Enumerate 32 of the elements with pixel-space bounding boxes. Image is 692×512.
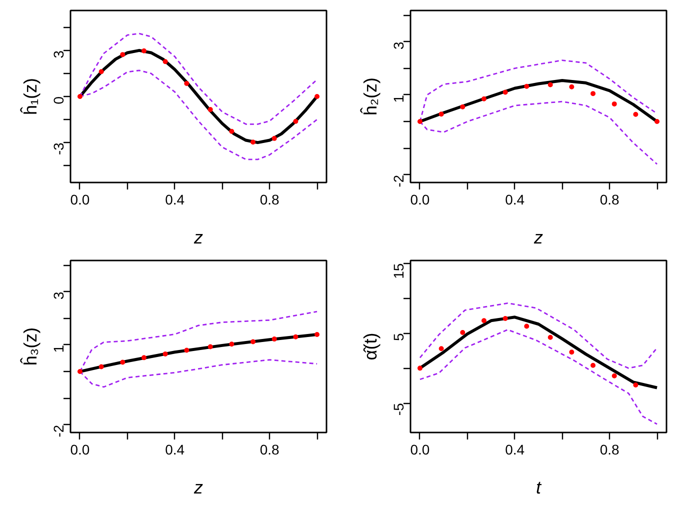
y-tick-label: -5 [390, 402, 406, 416]
x-tick-label: 0.0 [70, 442, 90, 458]
y-tick-label: 3 [390, 41, 406, 50]
y-tick-label: 3 [50, 291, 66, 300]
x-tick-label: 0.4 [505, 442, 525, 458]
x-axis-title: z [193, 228, 203, 248]
y-tick-label: -3 [50, 142, 66, 156]
x-axis-title: z [533, 228, 543, 248]
x-tick-label: 0.4 [165, 442, 185, 458]
x-tick-label: 0.0 [410, 442, 430, 458]
x-tick-label: 0.8 [600, 442, 620, 458]
y-axis-title: α̂(t) [360, 332, 380, 360]
y-tick-label: 3 [50, 50, 66, 58]
y-tick-label: 15 [390, 263, 406, 279]
y-tick-label: -2 [50, 424, 66, 438]
x-tick-label: 0.4 [505, 192, 525, 208]
y-tick-label: 1 [390, 94, 406, 103]
x-tick-label: 0.0 [70, 192, 90, 208]
y-tick-label: 1 [50, 344, 66, 353]
x-tick-label: 0.8 [260, 442, 280, 458]
x-axis-title: t [536, 478, 542, 498]
y-tick-label: 0 [50, 96, 66, 104]
y-axis-title: ĥ₁(z) [20, 78, 40, 116]
x-tick-label: 0.8 [260, 192, 280, 208]
x-tick-label: 0.8 [600, 192, 620, 208]
x-tick-label: 0.0 [410, 192, 430, 208]
x-tick-label: 0.4 [165, 192, 185, 208]
x-axis-title: z [193, 478, 203, 498]
y-axis-title: ĥ₃(z) [20, 327, 40, 366]
y-tick-label: -2 [390, 174, 406, 188]
y-tick-label: 5 [390, 333, 406, 341]
y-axis-title: ĥ₂(z) [360, 77, 380, 116]
